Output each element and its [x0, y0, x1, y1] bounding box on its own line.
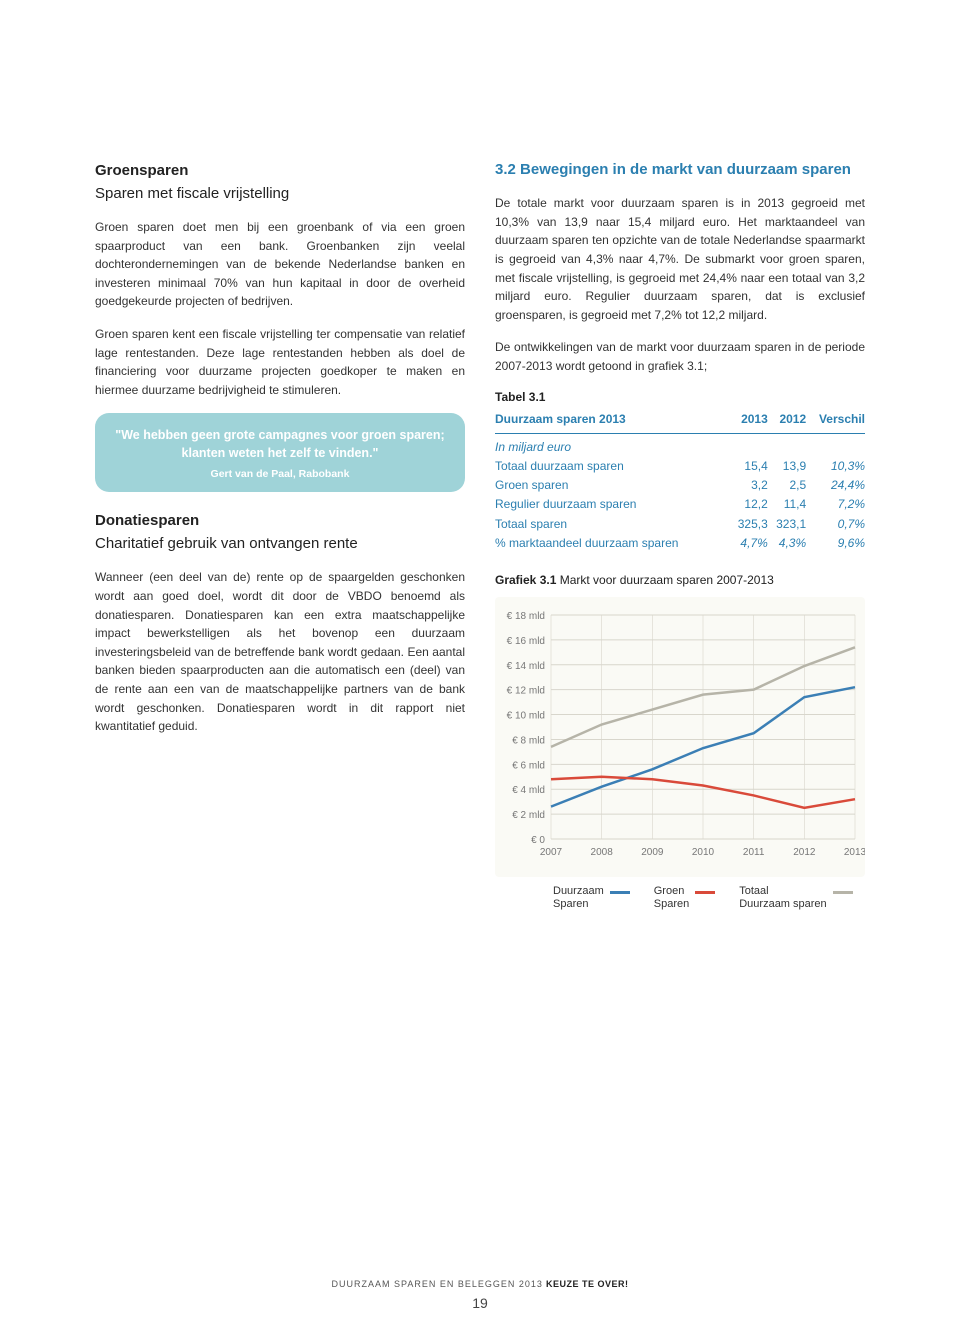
chart-label: Grafiek 3.1 Markt voor duurzaam sparen 2… [495, 573, 865, 587]
table-unit: In miljard euro [495, 433, 865, 457]
cell: Totaal duurzaam sparen [495, 457, 729, 476]
cell: 11,4 [768, 495, 806, 514]
table-3-1: Duurzaam sparen 2013 2013 2012 Verschil … [495, 410, 865, 553]
cell: % marktaandeel duurzaam sparen [495, 534, 729, 553]
cell: 10,3% [806, 457, 865, 476]
cell: 7,2% [806, 495, 865, 514]
svg-text:2011: 2011 [743, 847, 765, 858]
svg-text:€ 16 mld: € 16 mld [507, 636, 545, 647]
right-column: 3.2 Bewegingen in de markt van duurzaam … [495, 160, 865, 911]
table-row: Totaal duurzaam sparen 15,4 13,9 10,3% [495, 457, 865, 476]
chart-3-1-area: € 0 € 2 mld € 4 mld € 6 mld € 8 mld € 10 mld €… [495, 597, 865, 877]
chart-label-prefix: Grafiek 3.1 [495, 573, 556, 587]
cell: 9,6% [806, 534, 865, 553]
legend-label: GroenSparen [654, 885, 689, 911]
donatiesparen-subtitle: Charitatief gebruik van ontvangen rente [95, 533, 465, 554]
donatiesparen-para: Wanneer (een deel van de) rente op de sp… [95, 568, 465, 735]
svg-text:2012: 2012 [793, 847, 816, 858]
chart-3-1: € 0 € 2 mld € 4 mld € 6 mld € 8 mld € 10 mld €… [495, 609, 865, 869]
page-columns: Groensparen Sparen met fiscale vrijstell… [95, 160, 865, 911]
table-row: Totaal sparen 325,3 323,1 0,7% [495, 515, 865, 534]
cell: 24,4% [806, 476, 865, 495]
legend-swatch [695, 891, 715, 894]
cell: 3,2 [729, 476, 767, 495]
cell: 12,2 [729, 495, 767, 514]
th-2012: 2012 [768, 410, 806, 434]
right-para-1: De totale markt voor duurzaam sparen is … [495, 194, 865, 324]
cell: 15,4 [729, 457, 767, 476]
section-3-2-heading: 3.2 Bewegingen in de markt van duurzaam … [495, 160, 865, 180]
left-column: Groensparen Sparen met fiscale vrijstell… [95, 160, 465, 911]
legend-label: TotaalDuurzaam sparen [739, 885, 826, 911]
svg-text:€ 8 mld: € 8 mld [512, 735, 545, 746]
svg-text:2009: 2009 [641, 847, 664, 858]
cell: 323,1 [768, 515, 806, 534]
table-label: Tabel 3.1 [495, 390, 865, 404]
table-row: Groen sparen 3,2 2,5 24,4% [495, 476, 865, 495]
th-diff: Verschil [806, 410, 865, 434]
table-header-row: Duurzaam sparen 2013 2013 2012 Verschil [495, 410, 865, 434]
th-2013: 2013 [729, 410, 767, 434]
chart-label-rest: Markt voor duurzaam sparen 2007-2013 [556, 573, 773, 587]
quote-box: "We hebben geen grote campagnes voor gro… [95, 413, 465, 492]
svg-text:€ 14 mld: € 14 mld [507, 661, 545, 672]
table-row: % marktaandeel duurzaam sparen 4,7% 4,3%… [495, 534, 865, 553]
legend-item: GroenSparen [654, 885, 715, 911]
cell: Totaal sparen [495, 515, 729, 534]
groensparen-subtitle: Sparen met fiscale vrijstelling [95, 183, 465, 204]
legend-item: TotaalDuurzaam sparen [739, 885, 852, 911]
cell: 13,9 [768, 457, 806, 476]
legend-item: DuurzaamSparen [553, 885, 630, 911]
svg-text:€ 4 mld: € 4 mld [512, 785, 545, 796]
th-name: Duurzaam sparen 2013 [495, 410, 729, 434]
groensparen-title: Groensparen [95, 160, 465, 181]
footer-text: DUURZAAM SPAREN EN BELEGGEN 2013 [332, 1279, 543, 1289]
groensparen-para-2: Groen sparen kent een fiscale vrijstelli… [95, 325, 465, 399]
svg-text:€ 2 mld: € 2 mld [512, 810, 545, 821]
legend-label: DuurzaamSparen [553, 885, 604, 911]
footer-strong: KEUZE TE OVER! [543, 1279, 629, 1289]
svg-text:2010: 2010 [692, 847, 715, 858]
cell: Regulier duurzaam sparen [495, 495, 729, 514]
page-number: 19 [0, 1295, 960, 1311]
cell: 0,7% [806, 515, 865, 534]
cell: 4,3% [768, 534, 806, 553]
donatiesparen-title: Donatiesparen [95, 510, 465, 531]
svg-text:€ 0: € 0 [531, 835, 545, 846]
svg-text:€ 12 mld: € 12 mld [507, 686, 545, 697]
table-unit-row: In miljard euro [495, 433, 865, 457]
svg-text:€ 18 mld: € 18 mld [507, 611, 545, 622]
svg-text:€ 6 mld: € 6 mld [512, 760, 545, 771]
svg-text:2008: 2008 [591, 847, 614, 858]
table-row: Regulier duurzaam sparen 12,2 11,4 7,2% [495, 495, 865, 514]
cell: 325,3 [729, 515, 767, 534]
svg-text:€ 10 mld: € 10 mld [507, 710, 545, 721]
right-para-2: De ontwikkelingen van de markt voor duur… [495, 338, 865, 375]
svg-text:2013: 2013 [844, 847, 865, 858]
legend-swatch [610, 891, 630, 894]
cell: 2,5 [768, 476, 806, 495]
quote-text: "We hebben geen grote campagnes voor gro… [113, 427, 447, 462]
chart-legend: DuurzaamSparen GroenSparen TotaalDuurzaam … [495, 885, 865, 911]
page-footer: DUURZAAM SPAREN EN BELEGGEN 2013 KEUZE T… [0, 1279, 960, 1289]
quote-author: Gert van de Paal, Rabobank [113, 468, 447, 480]
cell: Groen sparen [495, 476, 729, 495]
groensparen-para-1: Groen sparen doet men bij een groenbank … [95, 218, 465, 311]
cell: 4,7% [729, 534, 767, 553]
legend-swatch [833, 891, 853, 894]
svg-text:2007: 2007 [540, 847, 563, 858]
